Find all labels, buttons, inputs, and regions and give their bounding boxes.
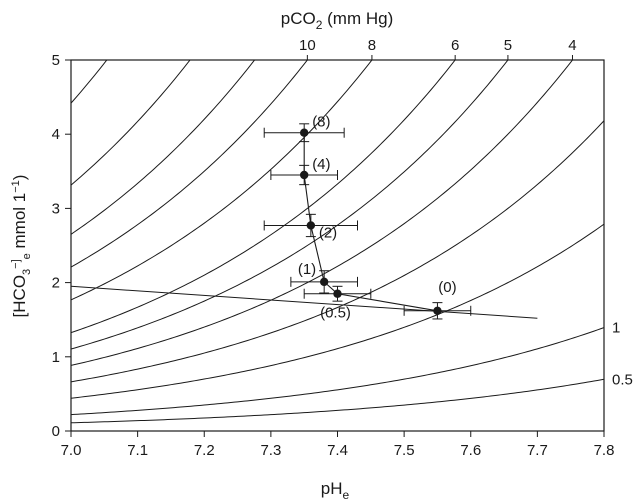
buffer-line-layer <box>71 285 538 319</box>
x-tick-label: 7.0 <box>61 442 82 459</box>
isopleth-curve <box>71 60 308 268</box>
data-point <box>433 306 442 315</box>
plot-frame <box>70 59 605 432</box>
isopleth-curve <box>71 120 604 383</box>
x2-axis-label: pCO2 (mm Hg) <box>281 9 393 32</box>
x-tick-label: 7.3 <box>260 442 281 459</box>
y-tick-label: 0 <box>52 423 60 440</box>
data-point <box>319 277 329 287</box>
isopleth-curve <box>71 60 574 366</box>
data-point-label: (4) <box>312 156 330 173</box>
top-pco2-label: 6 <box>451 37 459 54</box>
isopleth-curve <box>71 60 373 301</box>
x-axis-label: pHe <box>321 479 350 502</box>
isopleth-curve <box>71 378 604 424</box>
y-axis-label: [HCO3−]e mmol 1−1) <box>10 175 33 318</box>
pco2-right-labels: 10.5 <box>612 320 633 389</box>
x-tick-label: 7.8 <box>594 442 615 459</box>
isopleth-curve <box>71 327 604 416</box>
data-point <box>299 128 309 137</box>
top-pco2-label: 10 <box>299 37 316 54</box>
x-tick-label: 7.5 <box>394 442 415 459</box>
data-point-label: (8) <box>312 114 330 131</box>
isopleth-curve <box>71 60 191 186</box>
x-tick-label: 7.6 <box>460 442 481 459</box>
top-pco2-label: 8 <box>368 37 376 54</box>
x-tick-label: 7.2 <box>194 442 215 459</box>
top-pco2-label: 5 <box>504 37 512 54</box>
data-point <box>299 170 309 180</box>
buffer-line <box>71 285 538 319</box>
pco2-top-labels: 10865432 <box>299 37 577 60</box>
x-tick-label: 7.1 <box>127 442 148 459</box>
data-point-label: (0) <box>438 279 456 296</box>
data-point-label: (0.5) <box>320 305 351 322</box>
isopleth-curve <box>71 60 256 235</box>
right-pco2-label: 1 <box>612 320 620 337</box>
data-series: (8) (4) (2) (1) (0.5) (0) <box>263 114 472 322</box>
x-tick-label: 7.7 <box>527 442 548 459</box>
isopleth-curve <box>71 223 604 399</box>
right-pco2-label: 0.5 <box>612 371 633 388</box>
isopleth-curve <box>71 60 456 334</box>
x-axis-ticks: 7.0 7.1 7.2 7.3 7.4 7.5 7.6 7.7 7.8 <box>61 431 615 459</box>
y-tick-label: 2 <box>52 275 60 292</box>
y-tick-label: 1 <box>52 349 60 366</box>
x-tick-label: 7.4 <box>327 442 348 459</box>
data-point <box>333 289 342 298</box>
data-point-label: (1) <box>298 261 316 278</box>
top-pco2-label: 4 <box>568 37 576 54</box>
y-tick-label: 4 <box>52 126 60 143</box>
y-tick-label: 5 <box>52 52 60 69</box>
y-tick-label: 3 <box>52 200 60 217</box>
y-axis-ticks: 0 1 2 3 4 5 <box>52 52 71 440</box>
isopleth-curves <box>71 60 604 424</box>
data-point <box>306 221 316 230</box>
data-point-label: (2) <box>319 224 337 241</box>
